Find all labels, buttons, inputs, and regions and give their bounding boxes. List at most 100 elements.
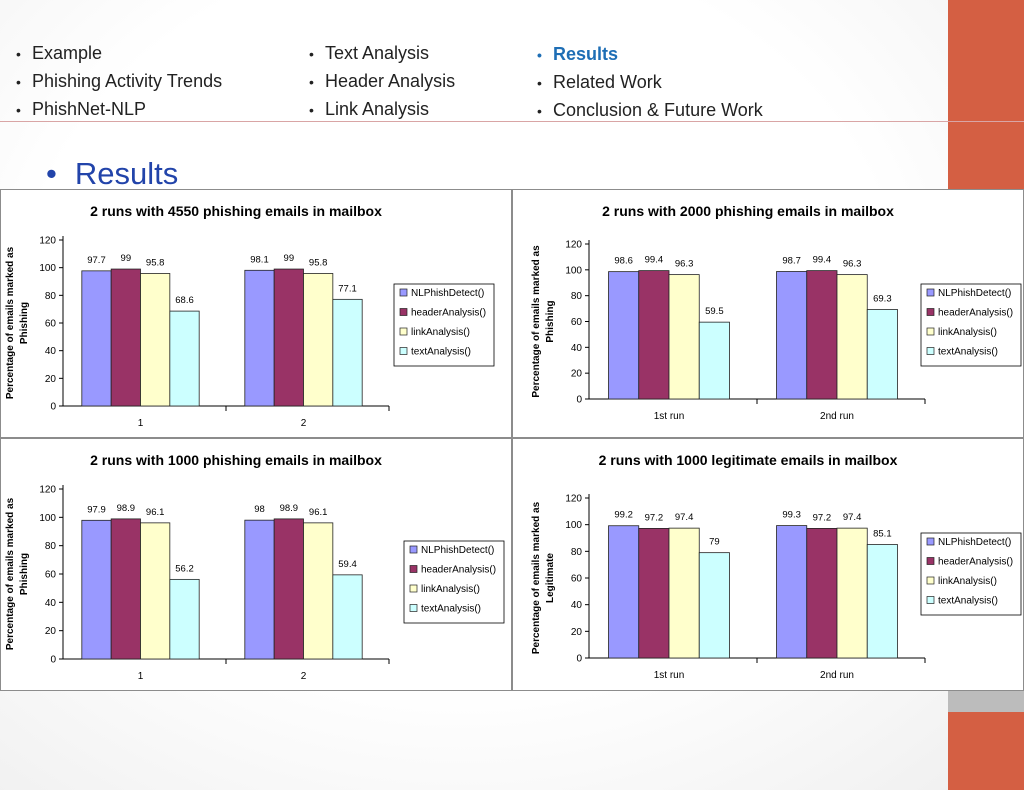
- data-label: 97.2: [645, 512, 664, 523]
- y-tick-label: 120: [565, 494, 582, 505]
- nav-item-text-analysis[interactable]: Text Analysis: [309, 40, 455, 68]
- legend-label: headerAnalysis(): [938, 308, 1013, 319]
- bar-2-2: [806, 528, 838, 659]
- bar-4-2: [332, 298, 363, 407]
- bar-2-1: [110, 268, 141, 407]
- y-tick-label: 0: [576, 654, 582, 665]
- legend-box: [403, 540, 505, 624]
- data-label: 97.7: [87, 255, 106, 266]
- data-label: 95.8: [309, 257, 328, 268]
- y-tick-label: 120: [39, 485, 56, 496]
- x-tick-label: 1st run: [654, 411, 685, 422]
- nav-column-2: Text Analysis Header Analysis Link Analy…: [309, 40, 455, 124]
- data-label: 96.1: [146, 507, 165, 518]
- legend-label: headerAnalysis(): [421, 565, 496, 576]
- section-heading: • Results: [46, 156, 178, 192]
- y-tick-label: 120: [565, 240, 582, 251]
- nav-item-conclusion-future-work[interactable]: Conclusion & Future Work: [537, 97, 763, 125]
- y-tick-label: 40: [45, 346, 57, 357]
- legend-box: [393, 283, 495, 367]
- data-label: 98.1: [250, 254, 269, 265]
- bar-2-2: [273, 518, 304, 660]
- y-tick-label: 20: [45, 374, 57, 385]
- data-label: 56.2: [175, 563, 194, 574]
- bar-2-2: [806, 270, 838, 400]
- y-tick-label: 40: [571, 343, 583, 354]
- data-label: 97.9: [87, 504, 106, 515]
- data-label: 97.4: [675, 512, 694, 523]
- bar-4-2: [866, 309, 898, 400]
- chart-panel-1: 2 runs with 4550 phishing emails in mail…: [0, 189, 512, 438]
- data-label: 96.3: [843, 259, 862, 270]
- nav-item-results[interactable]: Results: [537, 41, 763, 69]
- legend-swatch-2: [399, 308, 408, 316]
- bar-4-2: [866, 544, 898, 659]
- nav-item-link-analysis[interactable]: Link Analysis: [309, 96, 455, 124]
- data-label: 96.3: [675, 259, 694, 270]
- y-tick-label: 40: [45, 598, 57, 609]
- data-label: 99: [121, 253, 132, 264]
- data-label: 97.2: [813, 512, 832, 523]
- nav-item-header-analysis[interactable]: Header Analysis: [309, 68, 455, 96]
- x-tick-label: 1: [138, 671, 144, 682]
- chart-1000-phishing: 2 runs with 1000 phishing emails in mail…: [5, 452, 505, 682]
- y-tick-label: 100: [39, 513, 56, 524]
- x-tick-label: 1: [138, 418, 144, 429]
- legend-swatch-3: [926, 576, 935, 585]
- data-label: 99.4: [645, 255, 664, 266]
- bar-2-2: [273, 268, 304, 407]
- data-label: 85.1: [873, 529, 892, 540]
- legend-swatch-3: [926, 327, 935, 336]
- legend-label: headerAnalysis(): [411, 308, 486, 319]
- nav-item-phishing-activity-trends[interactable]: Phishing Activity Trends: [16, 68, 222, 96]
- chart-title: 2 runs with 4550 phishing emails in mail…: [90, 203, 382, 219]
- data-label: 99.2: [614, 510, 633, 521]
- legend-label: textAnalysis(): [421, 604, 481, 615]
- legend-swatch-3: [409, 584, 418, 593]
- y-tick-label: 20: [571, 627, 583, 638]
- chart-title: 2 runs with 2000 phishing emails in mail…: [602, 203, 894, 219]
- legend-label: NLPhishDetect(): [411, 288, 484, 299]
- y-axis-label: Percentage of emails marked as: [531, 501, 542, 654]
- bar-3-1: [140, 522, 171, 660]
- data-label: 96.1: [309, 507, 328, 518]
- data-label: 98: [254, 504, 265, 515]
- legend-label: NLPhishDetect(): [938, 288, 1011, 299]
- x-tick-label: 2: [301, 671, 307, 682]
- y-tick-label: 80: [571, 291, 583, 302]
- legend-label: textAnalysis(): [411, 347, 471, 358]
- y-tick-label: 100: [39, 263, 56, 274]
- chart-panel-2: 2 runs with 2000 phishing emails in mail…: [512, 189, 1024, 438]
- legend-swatch-4: [926, 347, 935, 355]
- chart-title: 2 runs with 1000 legitimate emails in ma…: [599, 452, 898, 468]
- y-tick-label: 100: [565, 520, 582, 531]
- data-label: 69.3: [873, 293, 892, 304]
- legend-label: linkAnalysis(): [938, 327, 997, 338]
- y-tick-label: 20: [571, 369, 583, 380]
- legend-swatch-2: [926, 308, 935, 316]
- y-tick-label: 0: [50, 655, 56, 666]
- legend-label: linkAnalysis(): [938, 576, 997, 587]
- legend-swatch-2: [926, 557, 935, 565]
- chart-4550-phishing: 2 runs with 4550 phishing emails in mail…: [5, 203, 495, 429]
- legend-box: [920, 283, 1022, 367]
- legend-label: textAnalysis(): [938, 347, 998, 358]
- nav-item-related-work[interactable]: Related Work: [537, 69, 763, 97]
- y-tick-label: 60: [571, 574, 583, 585]
- chart-title: 2 runs with 1000 phishing emails in mail…: [90, 452, 382, 468]
- chart-2000-phishing: 2 runs with 2000 phishing emails in mail…: [531, 203, 1022, 422]
- x-tick-label: 2: [301, 418, 307, 429]
- y-tick-label: 80: [45, 291, 57, 302]
- legend-swatch-1: [926, 288, 935, 297]
- nav-item-example[interactable]: Example: [16, 40, 222, 68]
- bar-3-2: [836, 274, 868, 400]
- accent-side-stripe: [948, 690, 1024, 712]
- data-label: 98.6: [614, 256, 633, 267]
- bar-3-2: [303, 522, 334, 660]
- legend-swatch-4: [926, 596, 935, 604]
- bar-2-1: [638, 528, 670, 659]
- data-label: 99.3: [782, 510, 801, 521]
- bar-4-2: [332, 574, 363, 660]
- nav-item-phishnet-nlp[interactable]: PhishNet-NLP: [16, 96, 222, 124]
- y-tick-label: 60: [45, 319, 57, 330]
